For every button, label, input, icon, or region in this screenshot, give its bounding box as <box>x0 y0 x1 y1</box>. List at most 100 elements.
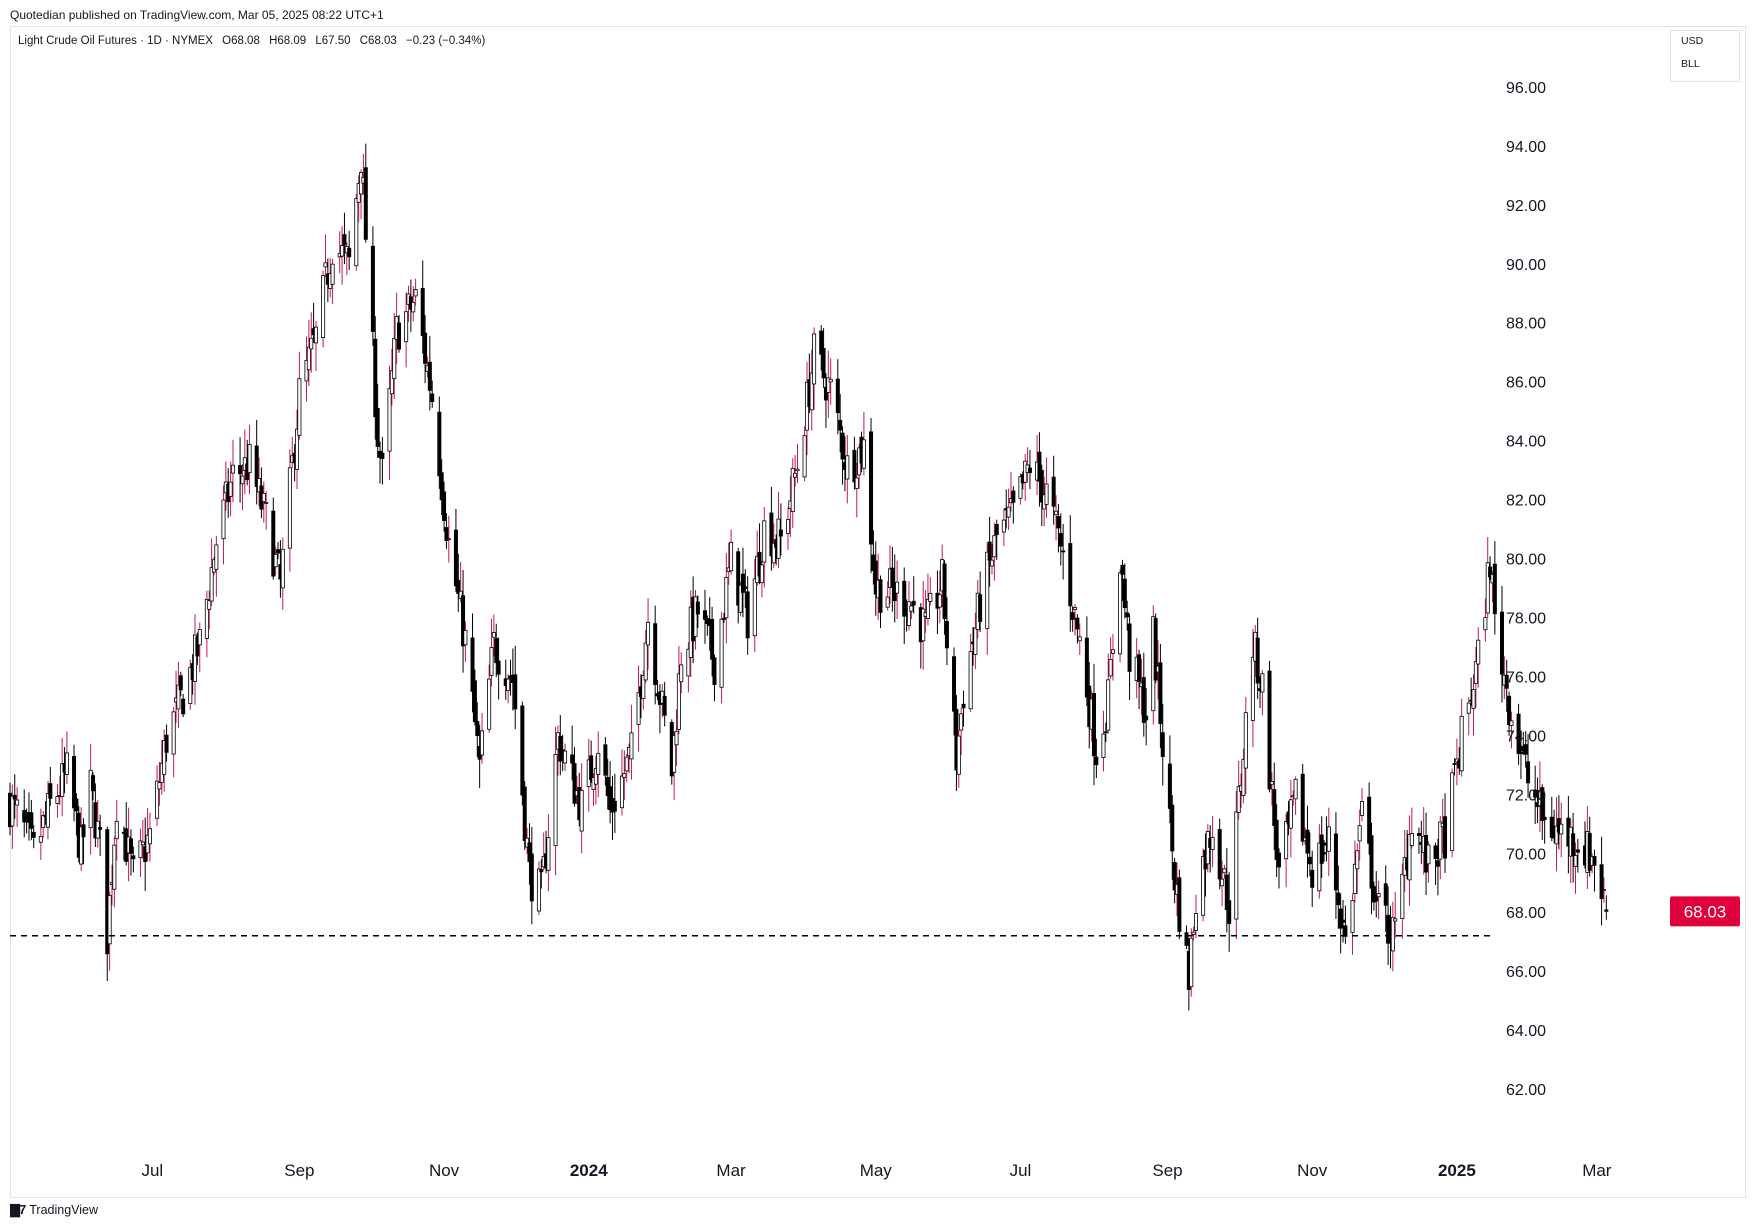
candle <box>157 761 162 806</box>
candle-body <box>729 541 734 572</box>
candle-body <box>952 656 957 712</box>
candle-body <box>612 800 617 812</box>
candle <box>840 426 845 485</box>
candle <box>178 671 183 697</box>
candle-body <box>1504 674 1509 689</box>
candle-body <box>1272 789 1277 826</box>
candle <box>453 508 458 592</box>
candle-body <box>828 378 833 383</box>
candle <box>636 665 641 752</box>
candle-body <box>738 584 743 613</box>
candle <box>641 670 646 710</box>
candle <box>968 633 973 712</box>
y-tick-label: 76.00 <box>1506 669 1546 686</box>
symbol-name[interactable]: Light Crude Oil Futures · 1D · NYMEX <box>18 35 213 47</box>
candle-body <box>757 551 762 577</box>
candle-body <box>373 338 378 418</box>
candle-body <box>1039 469 1044 503</box>
candle-body <box>812 333 817 385</box>
currency-unit-selector[interactable]: USD BLL <box>1670 30 1740 82</box>
candle-body <box>985 551 990 629</box>
candle-body <box>470 637 475 692</box>
candle-body <box>529 853 534 902</box>
tradingview-logo[interactable]: ▇7 TradingView <box>10 1202 98 1218</box>
candle-body <box>1189 937 1194 988</box>
y-tick-label: 70.00 <box>1506 846 1546 863</box>
candle-body <box>304 360 309 382</box>
candle <box>1443 793 1448 873</box>
candle-body <box>909 605 914 612</box>
candle-body <box>629 732 634 760</box>
candle <box>942 560 947 635</box>
candle <box>380 436 385 485</box>
candle-body <box>895 581 900 594</box>
candle-body <box>1390 916 1395 952</box>
candle <box>290 436 295 468</box>
candle-body <box>589 755 594 781</box>
candle-body <box>178 675 183 691</box>
candle-body <box>340 245 345 257</box>
candle-body <box>513 674 518 710</box>
candle <box>91 772 96 801</box>
candle <box>1061 524 1066 580</box>
candle <box>1077 623 1082 656</box>
y-tick-label: 90.00 <box>1506 257 1546 274</box>
y-tick-label: 82.00 <box>1506 493 1546 510</box>
candle <box>978 571 983 632</box>
candle <box>1587 816 1592 877</box>
candle <box>1039 464 1044 527</box>
candle-body <box>1077 636 1082 642</box>
candle <box>812 327 817 410</box>
symbol-legend[interactable]: Light Crude Oil Futures · 1D · NYMEX O68… <box>18 35 491 47</box>
candle-body <box>1084 637 1089 698</box>
candle-body <box>247 444 252 474</box>
candle <box>1452 758 1457 776</box>
candle-body <box>536 868 541 912</box>
candle <box>387 365 392 480</box>
candle <box>247 424 252 495</box>
candle <box>309 312 314 373</box>
candle <box>330 258 335 304</box>
candle-body <box>869 431 874 545</box>
candle <box>572 747 577 807</box>
candle-body <box>937 594 942 608</box>
candle <box>679 652 684 694</box>
candle-body <box>458 590 463 599</box>
candle <box>838 393 843 453</box>
candle-body <box>1001 519 1006 533</box>
candle <box>1125 600 1130 631</box>
candle-body <box>1158 662 1163 725</box>
candle-body <box>273 553 278 568</box>
candle <box>373 316 378 440</box>
candle-body <box>45 793 50 828</box>
candle-body <box>1011 490 1016 503</box>
candle <box>506 674 511 704</box>
candle-body <box>423 332 428 364</box>
candle-body <box>491 632 496 638</box>
candle <box>890 546 895 612</box>
candle <box>790 458 795 528</box>
candle <box>1236 760 1241 820</box>
candle <box>444 513 449 549</box>
candle <box>603 737 608 786</box>
candle <box>88 743 93 855</box>
candle <box>738 582 743 617</box>
candle-body <box>636 692 641 725</box>
candle-body <box>1367 796 1372 844</box>
candle <box>378 441 383 484</box>
candle <box>1426 841 1431 883</box>
candles-layer <box>7 143 1609 1011</box>
candle-body <box>494 638 499 664</box>
candle-body <box>1110 649 1115 654</box>
candle-body <box>674 730 679 746</box>
candle <box>1369 822 1374 915</box>
x-tick-label: Sep <box>284 1161 314 1180</box>
candle <box>228 461 233 517</box>
candle <box>1260 670 1265 716</box>
candle-body <box>1400 873 1405 919</box>
last-price-tag <box>1670 896 1740 927</box>
candle <box>1073 603 1078 636</box>
candle-body <box>1227 900 1232 924</box>
candle <box>1604 895 1609 920</box>
